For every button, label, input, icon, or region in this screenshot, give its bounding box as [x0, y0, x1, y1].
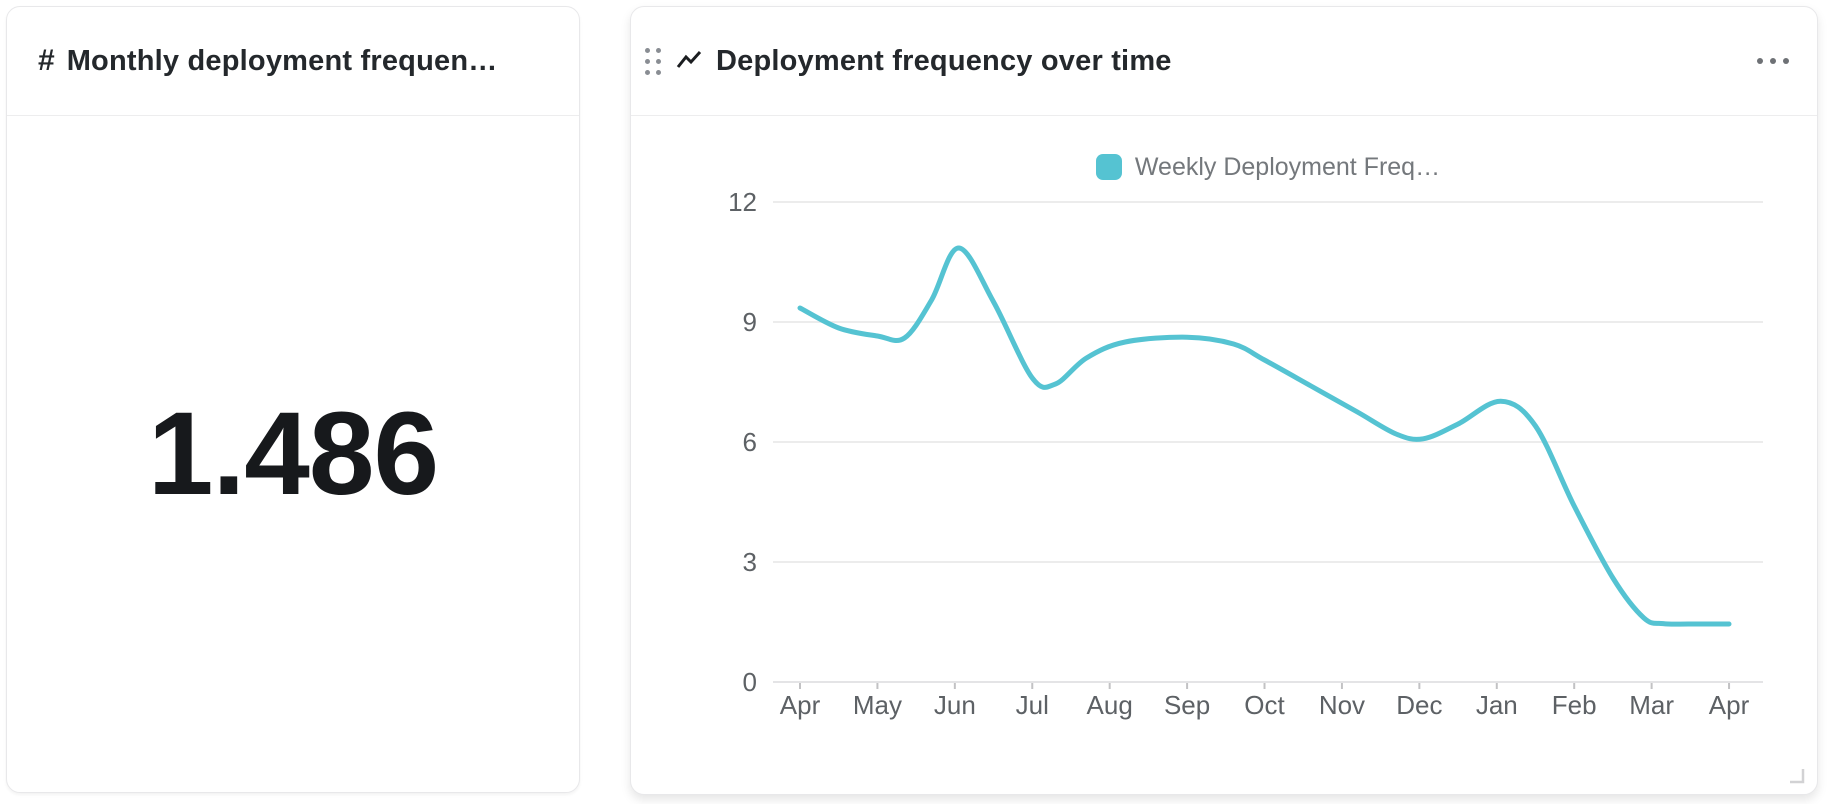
- number-viz-icon: #: [38, 44, 55, 77]
- chart-card-title: Deployment frequency over time: [716, 44, 1172, 77]
- svg-text:Jul: Jul: [1016, 690, 1049, 720]
- scalar-card-header: # Monthly deployment frequen…: [7, 7, 579, 116]
- legend-swatch: [1095, 154, 1122, 180]
- svg-text:Aug: Aug: [1087, 690, 1133, 720]
- svg-text:9: 9: [743, 307, 757, 337]
- x-axis-labels: Apr May Jun Jul Aug Sep Oct Nov Dec Jan Feb Mar Apr: [780, 690, 1750, 720]
- svg-text:Jan: Jan: [1476, 690, 1518, 720]
- svg-text:0: 0: [743, 667, 757, 697]
- scalar-card[interactable]: # Monthly deployment frequen… 1.486: [6, 6, 580, 793]
- scalar-card-title: Monthly deployment frequen…: [66, 44, 498, 77]
- svg-text:6: 6: [743, 427, 757, 457]
- gridlines: [773, 201, 1763, 683]
- chart-legend[interactable]: Weekly Deployment Freq…: [773, 152, 1763, 182]
- chart-card[interactable]: Deployment frequency over time 0 3 6 9 12 Apr…: [630, 6, 1818, 795]
- svg-text:May: May: [853, 690, 902, 720]
- series-line[interactable]: [797, 245, 1732, 627]
- svg-text:Sep: Sep: [1164, 690, 1210, 720]
- svg-text:Mar: Mar: [1629, 690, 1674, 720]
- drag-handle-icon[interactable]: [645, 47, 661, 75]
- svg-text:12: 12: [728, 187, 757, 217]
- svg-text:3: 3: [743, 547, 757, 577]
- svg-text:Apr: Apr: [780, 690, 821, 720]
- svg-text:Oct: Oct: [1244, 690, 1285, 720]
- svg-text:Apr: Apr: [1709, 690, 1750, 720]
- chart-card-header: Deployment frequency over time: [631, 7, 1817, 116]
- chart-card-body: 0 3 6 9 12 Apr May Jun Jul Aug Sep Oct Nov Dec Jan Feb M…: [631, 116, 1817, 794]
- svg-text:Feb: Feb: [1552, 690, 1597, 720]
- x-axis-ticks: [799, 683, 1731, 689]
- scalar-card-body: 1.486: [7, 116, 579, 792]
- scalar-value: 1.486: [147, 388, 439, 520]
- svg-text:Jun: Jun: [934, 690, 976, 720]
- svg-text:Nov: Nov: [1319, 690, 1365, 720]
- svg-text:Dec: Dec: [1396, 690, 1442, 720]
- legend-label: Weekly Deployment Freq…: [1134, 152, 1441, 181]
- y-axis-labels: 0 3 6 9 12: [728, 187, 757, 697]
- more-menu-button[interactable]: [1755, 52, 1791, 70]
- resize-handle[interactable]: [1786, 765, 1806, 785]
- line-chart[interactable]: 0 3 6 9 12 Apr May Jun Jul Aug Sep Oct Nov Dec Jan Feb M…: [631, 116, 1817, 794]
- line-chart-icon: [676, 49, 702, 73]
